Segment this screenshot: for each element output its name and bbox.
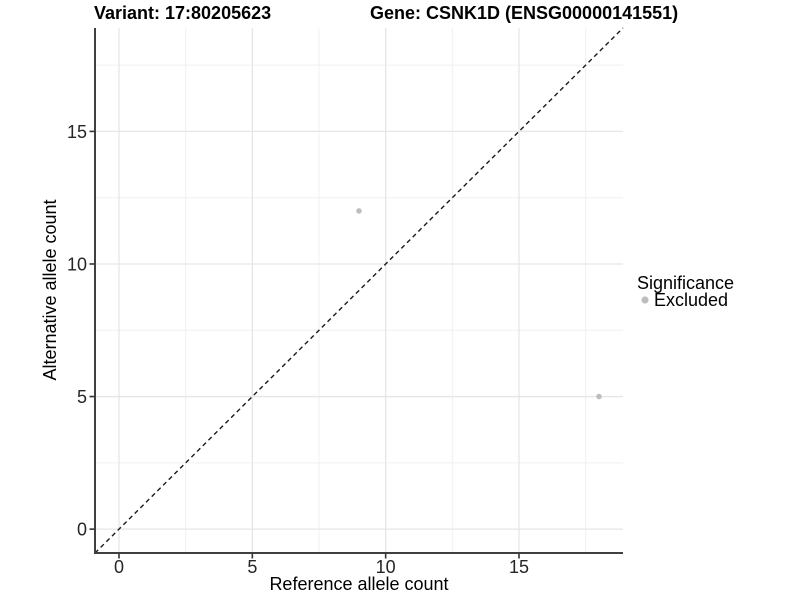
plot-title-variant: Variant: 17:80205623 bbox=[94, 3, 271, 23]
y-axis-tick-labels: 0 5 10 15 bbox=[67, 122, 87, 540]
plot-title-gene: Gene: CSNK1D (ENSG00000141551) bbox=[370, 3, 678, 23]
x-tick-label: 5 bbox=[247, 557, 257, 577]
legend-title: Significance bbox=[637, 273, 734, 293]
gridlines bbox=[95, 28, 623, 553]
data-point bbox=[356, 208, 362, 214]
x-tick-label: 15 bbox=[509, 557, 529, 577]
y-tick-label: 15 bbox=[67, 122, 87, 142]
legend: Significance Excluded bbox=[637, 273, 734, 310]
data-point bbox=[596, 393, 602, 400]
data-points bbox=[356, 208, 602, 400]
legend-item-label: Excluded bbox=[654, 290, 728, 310]
x-tick-label: 10 bbox=[376, 557, 396, 577]
legend-key-point-icon bbox=[641, 296, 649, 304]
x-axis-title: Reference allele count bbox=[269, 574, 448, 594]
identity-dashed-line bbox=[94, 27, 624, 554]
y-tick-label: 10 bbox=[67, 254, 87, 274]
y-axis-title: Alternative allele count bbox=[40, 199, 60, 380]
x-axis-tick-labels: 0 5 10 15 bbox=[114, 557, 529, 577]
y-tick-label: 0 bbox=[77, 520, 87, 540]
x-tick-label: 0 bbox=[114, 557, 124, 577]
y-tick-label: 5 bbox=[77, 387, 87, 407]
